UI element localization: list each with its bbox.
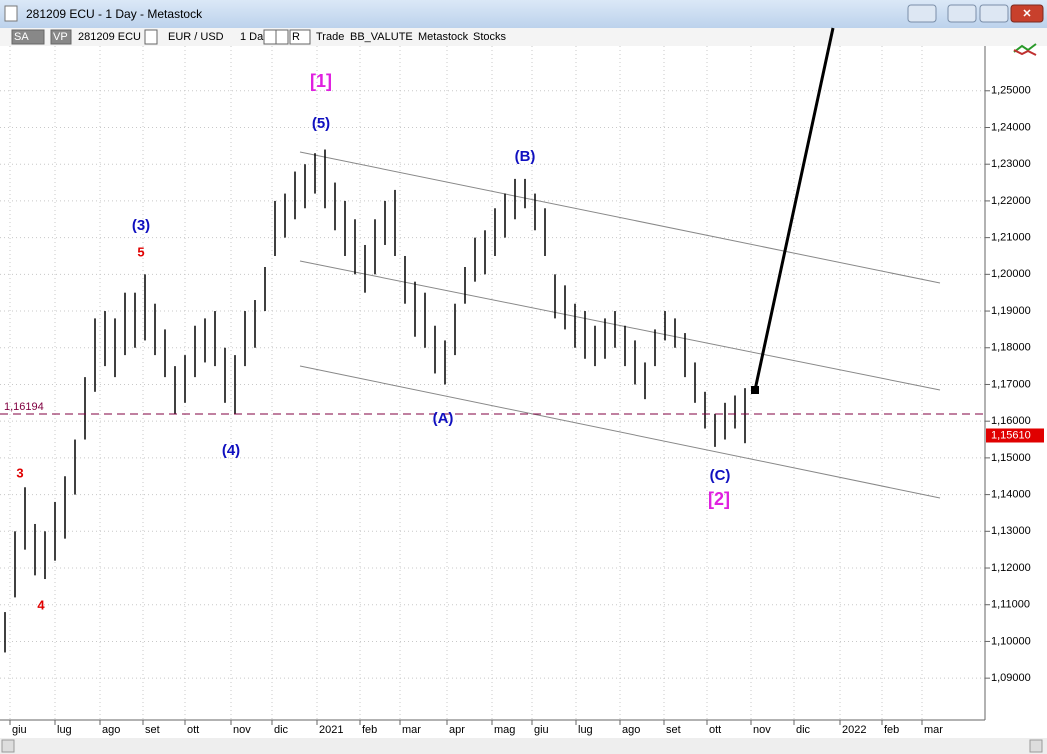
channel-upper xyxy=(299,151,941,284)
wave-label: [2] xyxy=(708,489,730,509)
wave-label: (B) xyxy=(515,148,536,165)
wave-label: (3) xyxy=(132,217,150,234)
toolbar-item[interactable]: VP xyxy=(53,31,68,43)
x-tick-label: feb xyxy=(884,724,899,736)
toolbar-item[interactable]: Stocks xyxy=(473,31,507,43)
toolbar-item[interactable]: Trade xyxy=(316,31,344,43)
toolbar-button[interactable] xyxy=(289,29,311,45)
y-tick-label: 1,15000 xyxy=(991,452,1031,464)
reference-label: 1,16194 xyxy=(4,401,44,413)
toolbar-item[interactable]: SA xyxy=(14,31,29,43)
x-tick-label: nov xyxy=(753,724,771,736)
y-tick-label: 1,14000 xyxy=(991,489,1031,501)
maximize-button[interactable] xyxy=(979,4,1009,23)
x-tick-label: apr xyxy=(449,724,465,736)
x-tick-label: ott xyxy=(709,724,721,736)
dropdown[interactable] xyxy=(275,29,289,45)
x-tick-label: lug xyxy=(578,724,593,736)
arrow-start xyxy=(751,386,759,394)
scroll-left[interactable] xyxy=(1,739,15,753)
y-tick-label: 1,24000 xyxy=(991,121,1031,133)
x-tick-label: nov xyxy=(233,724,251,736)
toolbar-item[interactable]: Metastock xyxy=(418,31,469,43)
y-tick-label: 1,20000 xyxy=(991,268,1031,280)
toolbar-button[interactable] xyxy=(11,29,45,45)
toolbar xyxy=(0,28,1047,46)
projection-arrow xyxy=(753,27,835,391)
x-tick-label: lug xyxy=(57,724,72,736)
dropdown[interactable] xyxy=(263,29,277,45)
wave-label: 4 xyxy=(37,597,45,612)
y-tick-label: 1,18000 xyxy=(991,342,1031,354)
minimize-button[interactable] xyxy=(947,4,977,23)
x-tick-label: mar xyxy=(402,724,421,736)
toolbar-item[interactable]: 281209 ECU xyxy=(78,31,141,43)
window-icon xyxy=(4,5,18,22)
channel-middle xyxy=(299,260,941,391)
grid: 1,09000 1,10000 1,11000 1,12000 1,13000 1,140… xyxy=(0,46,1031,736)
x-tick-label: set xyxy=(145,724,160,736)
x-tick-label: dic xyxy=(274,724,289,736)
x-tick-label: mag xyxy=(494,724,515,736)
last-price-box xyxy=(986,428,1044,443)
title-bar xyxy=(0,0,1047,28)
wave-label: (A) xyxy=(433,410,454,427)
y-tick-label: 1,13000 xyxy=(991,525,1031,537)
y-tick-label: 1,10000 xyxy=(991,635,1031,647)
x-tick-label: feb xyxy=(362,724,377,736)
y-tick-label: 1,19000 xyxy=(991,305,1031,317)
wave-label: 5 xyxy=(137,244,144,259)
restore-chart-button[interactable] xyxy=(907,4,937,23)
close-glyph: ✕ xyxy=(1022,8,1031,20)
x-tick-label: set xyxy=(666,724,681,736)
x-tick-label: 2022 xyxy=(842,724,866,736)
x-tick-label: ago xyxy=(102,724,120,736)
scroll-right[interactable] xyxy=(1029,739,1043,753)
close-button[interactable] xyxy=(1010,4,1044,23)
wave-label: (4) xyxy=(222,442,240,459)
wave-label: (5) xyxy=(312,115,330,132)
x-tick-label: ago xyxy=(622,724,640,736)
chart-icon xyxy=(1013,43,1037,56)
y-tick-label: 1,21000 xyxy=(991,232,1031,244)
toolbar-item[interactable]: BB_VALUTE xyxy=(350,31,413,43)
y-tick-label: 1,12000 xyxy=(991,562,1031,574)
window-title: 281209 ECU - 1 Day - Metastock xyxy=(26,7,203,21)
y-tick-label: 1,16000 xyxy=(991,415,1031,427)
x-tick-label: giu xyxy=(534,724,549,736)
wave-label: 3 xyxy=(16,465,23,480)
x-tick-label: 2021 xyxy=(319,724,343,736)
price-bars xyxy=(4,149,746,653)
y-tick-label: 1,23000 xyxy=(991,158,1031,170)
channel-lower xyxy=(299,365,941,499)
wave-label: (C) xyxy=(710,467,731,484)
last-price-label: 1,15610 xyxy=(991,429,1031,441)
toolbar-button[interactable] xyxy=(50,29,72,45)
x-tick-label: ott xyxy=(187,724,199,736)
y-tick-label: 1,17000 xyxy=(991,378,1031,390)
y-tick-label: 1,22000 xyxy=(991,195,1031,207)
dropdown[interactable] xyxy=(144,29,158,45)
toolbar-item[interactable]: EUR / USD xyxy=(168,31,224,43)
y-tick-label: 1,25000 xyxy=(991,85,1031,97)
scrollbar[interactable] xyxy=(0,738,1047,754)
y-tick-label: 1,09000 xyxy=(991,672,1031,684)
wave-label: [1] xyxy=(310,71,332,91)
toolbar-item[interactable]: R xyxy=(292,31,300,43)
y-tick-label: 1,11000 xyxy=(991,599,1030,611)
x-tick-label: giu xyxy=(12,724,27,736)
toolbar-item[interactable]: 1 Day xyxy=(240,31,269,43)
toolbar-items: SA VP 281209 ECU EUR / USD 1 Day R Trade BB_VAL… xyxy=(11,29,507,45)
x-tick-label: mar xyxy=(924,724,943,736)
x-tick-label: dic xyxy=(796,724,811,736)
